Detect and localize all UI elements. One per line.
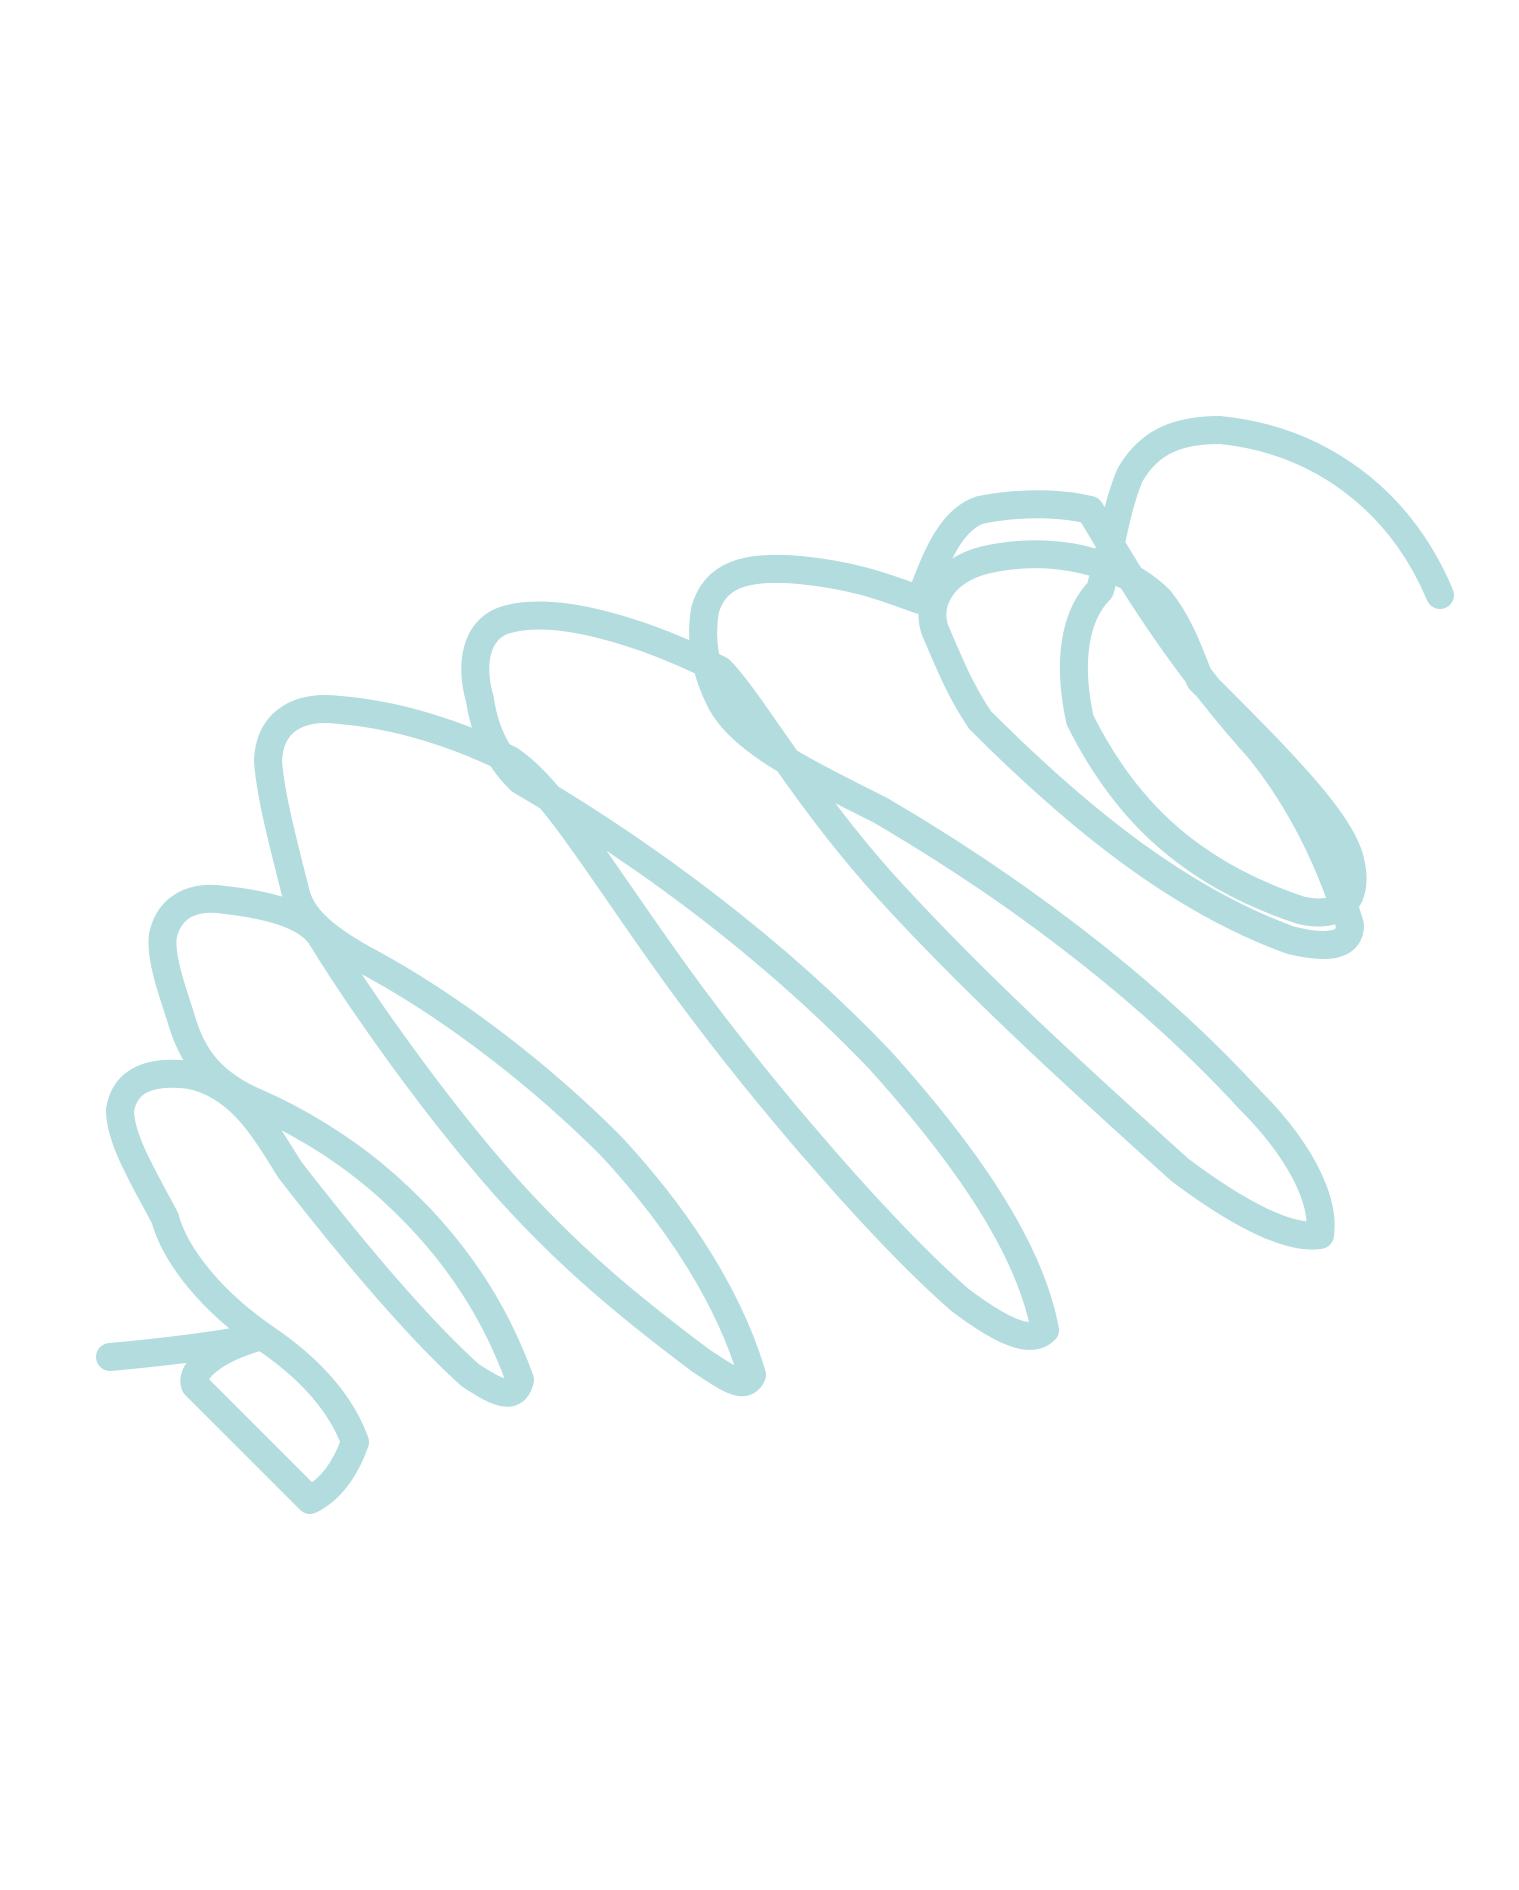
scribble-stroke bbox=[96, 416, 1454, 1514]
